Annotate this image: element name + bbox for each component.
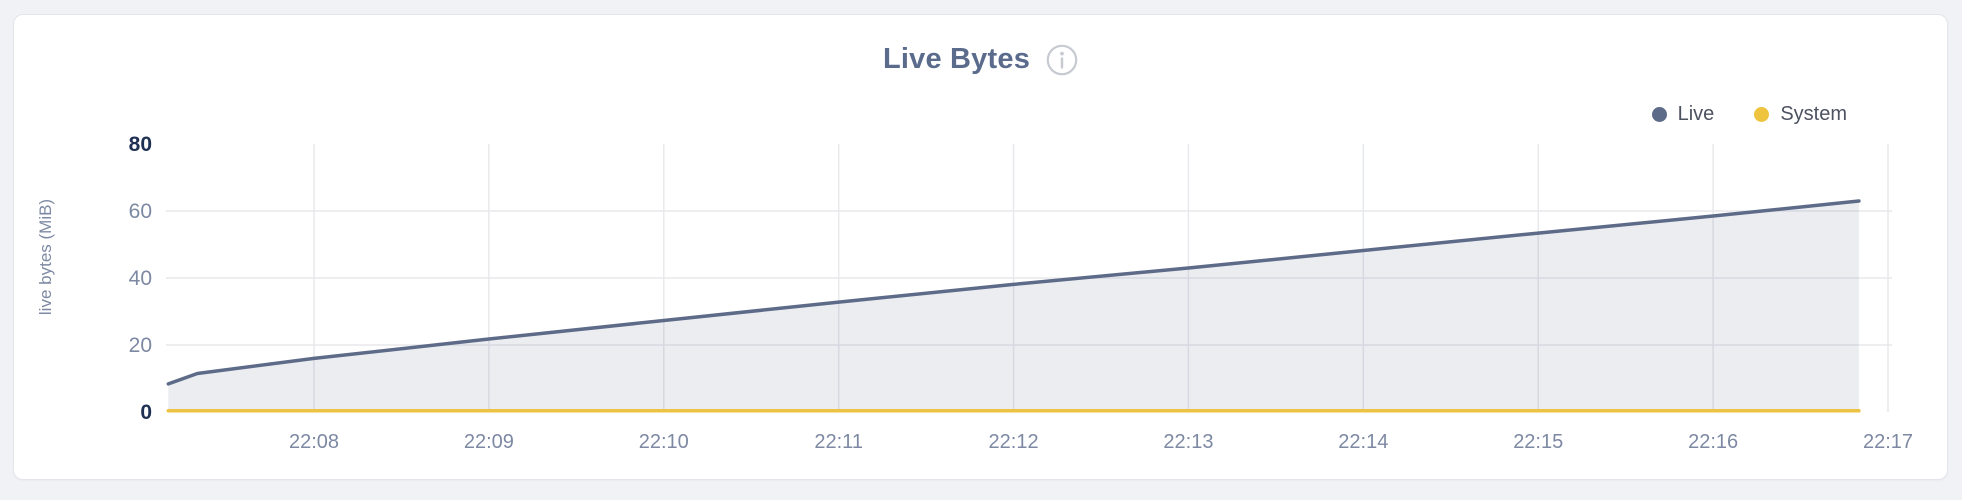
live-series-line — [166, 199, 1861, 386]
legend-item-live[interactable]: Live — [1651, 103, 1715, 126]
x-tick-label: 22:12 — [989, 431, 1039, 453]
x-tick-label: 22:17 — [1863, 431, 1913, 453]
x-tick-label: 22:16 — [1688, 431, 1738, 453]
legend-label-live: Live — [1677, 103, 1715, 125]
x-tick-label: 22:14 — [1338, 431, 1388, 453]
legend: Live System — [1651, 103, 1847, 126]
x-tick-label: 22:09 — [464, 431, 514, 453]
x-tick-label: 22:15 — [1513, 431, 1563, 453]
system-series-dot — [1754, 107, 1770, 122]
chart-title: Live Bytes — [882, 43, 1031, 75]
live-bytes-card: Live Bytes Live System live bytes (MiB) … — [13, 14, 1948, 480]
legend-label-system: System — [1780, 103, 1847, 125]
x-tick-label: 22:08 — [289, 431, 339, 453]
y-tick-label: 20 — [129, 334, 152, 357]
card-header: Live Bytes — [14, 43, 1947, 76]
y-tick-label: 80 — [129, 133, 152, 156]
info-icon[interactable] — [1046, 44, 1078, 76]
x-tick-label: 22:10 — [639, 431, 689, 453]
y-tick-label: 40 — [129, 267, 152, 290]
x-tick-label: 22:13 — [1163, 431, 1213, 453]
x-tick-label: 22:11 — [814, 431, 863, 453]
chart-canvas[interactable]: 22:08 22:09 22:10 22:11 22:12 22:13 22:14 22:15… — [14, 15, 1949, 481]
legend-item-system[interactable]: System — [1754, 103, 1847, 126]
live-series-dot — [1651, 107, 1667, 122]
live-series-area — [168, 201, 1859, 412]
y-tick-label: 60 — [129, 200, 152, 223]
y-tick-label: 0 — [140, 401, 152, 424]
